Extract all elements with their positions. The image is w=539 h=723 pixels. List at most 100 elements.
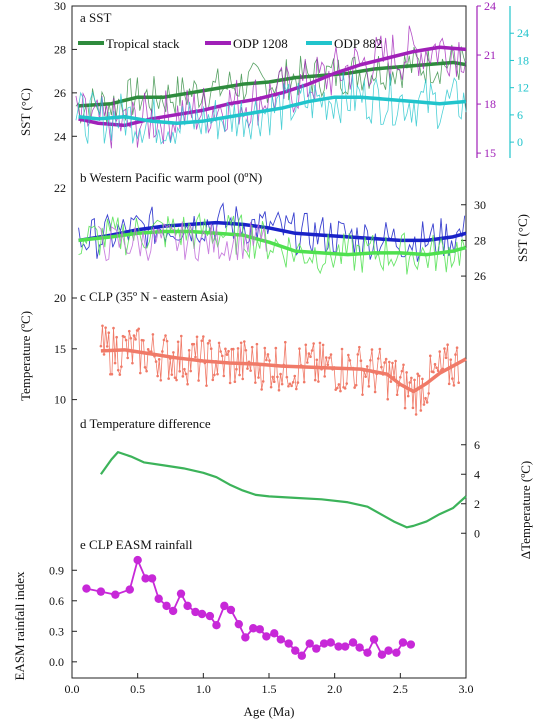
panel-d-ylabel: ΔTemperature (ºC) xyxy=(518,461,533,559)
data-point xyxy=(428,354,432,358)
rainfall-point xyxy=(297,651,307,660)
data-point xyxy=(451,377,454,380)
chart-marks: 0.0 0.5 1.0 1.5 2.0 2.5 3.02426283015182124061… xyxy=(49,0,529,696)
data-point xyxy=(438,350,442,353)
rainfall-point xyxy=(284,639,293,648)
rainfall-point xyxy=(154,594,163,603)
rainfall-point xyxy=(205,611,215,621)
data-point xyxy=(279,372,282,376)
rainfall-point xyxy=(355,643,364,652)
data-point xyxy=(285,375,289,379)
data-point xyxy=(105,345,109,348)
data-point xyxy=(417,374,421,378)
data-point xyxy=(235,367,238,371)
data-point xyxy=(402,363,405,367)
data-point xyxy=(310,349,314,352)
data-point xyxy=(283,340,287,344)
right-y-tick-label: 24 xyxy=(484,0,496,13)
raw-series-line xyxy=(97,221,267,262)
right-y-tick-label: 28 xyxy=(474,233,486,247)
panel-a-title: a SST xyxy=(80,10,111,25)
data-point xyxy=(324,356,328,359)
data-point xyxy=(206,342,210,345)
smooth-series-line xyxy=(100,348,467,394)
rainfall-point xyxy=(183,601,192,611)
right-y-tick-label: 30 xyxy=(474,198,486,212)
data-point xyxy=(339,389,342,393)
data-point xyxy=(131,361,134,365)
data-point xyxy=(220,354,224,358)
data-point xyxy=(424,396,427,400)
data-point xyxy=(137,327,141,331)
data-point xyxy=(449,358,453,361)
data-point xyxy=(162,338,166,342)
rainfall-point xyxy=(348,638,358,647)
data-point xyxy=(293,374,297,378)
smooth-series-line xyxy=(78,220,467,243)
y-tick-label: 20 xyxy=(54,291,66,305)
rainfall-point xyxy=(249,624,258,633)
data-point xyxy=(422,403,426,406)
rainfall-point xyxy=(270,629,279,638)
data-point xyxy=(416,372,419,376)
panel-c-ylabel: Temperature (ºC) xyxy=(18,311,33,401)
legend: Tropical stack ODP 1208 ODP 882 xyxy=(78,36,382,51)
data-point xyxy=(254,381,257,384)
data-point xyxy=(170,373,174,376)
data-point xyxy=(354,383,358,387)
rainfall-point xyxy=(326,638,335,647)
data-point xyxy=(255,342,259,346)
rainfall-point xyxy=(319,639,329,648)
data-point xyxy=(312,342,315,345)
rainfall-point xyxy=(392,648,401,657)
data-point xyxy=(383,361,386,364)
data-point xyxy=(217,341,221,345)
data-point xyxy=(129,336,133,340)
raw-series-line xyxy=(78,212,466,275)
data-point xyxy=(376,357,380,360)
data-point xyxy=(257,376,260,379)
data-point xyxy=(107,331,111,335)
data-point xyxy=(399,375,402,379)
data-point xyxy=(340,347,344,351)
data-point xyxy=(157,358,161,361)
data-point xyxy=(244,348,248,352)
data-point xyxy=(353,386,356,389)
data-point xyxy=(328,356,331,360)
data-point xyxy=(187,348,191,352)
legend-label-odp-882: ODP 882 xyxy=(334,36,382,51)
data-point xyxy=(345,382,349,385)
data-point xyxy=(238,373,241,377)
right-y-tick-label: 21 xyxy=(484,48,496,62)
data-point xyxy=(291,380,295,384)
data-point xyxy=(181,375,185,378)
y-tick-label: 30 xyxy=(54,0,66,13)
x-tick-label: 1.5 xyxy=(262,682,277,696)
data-point xyxy=(410,376,413,380)
data-point xyxy=(249,369,252,372)
panel-e-ylabel: EASM rainfall index xyxy=(12,571,27,681)
data-point xyxy=(227,349,230,353)
data-point xyxy=(195,335,199,339)
data-point xyxy=(378,347,382,351)
data-point xyxy=(361,393,364,396)
right-y-tick-label: 12 xyxy=(517,81,529,95)
rainfall-point xyxy=(377,650,387,659)
data-point xyxy=(99,344,103,348)
data-point xyxy=(443,347,446,350)
data-point xyxy=(425,401,429,404)
rainfall-point xyxy=(133,555,142,565)
data-point xyxy=(268,359,271,362)
data-point xyxy=(239,341,243,345)
rainfall-line xyxy=(86,557,412,658)
rainfall-point xyxy=(398,638,408,647)
data-point xyxy=(307,352,311,355)
data-point xyxy=(120,365,123,368)
data-point xyxy=(186,382,189,386)
rainfall-point xyxy=(125,585,134,594)
data-point xyxy=(446,343,449,346)
x-axis-title: Age (Ma) xyxy=(244,704,295,719)
right-y-tick-label: 24 xyxy=(517,26,529,40)
data-point xyxy=(124,338,128,342)
